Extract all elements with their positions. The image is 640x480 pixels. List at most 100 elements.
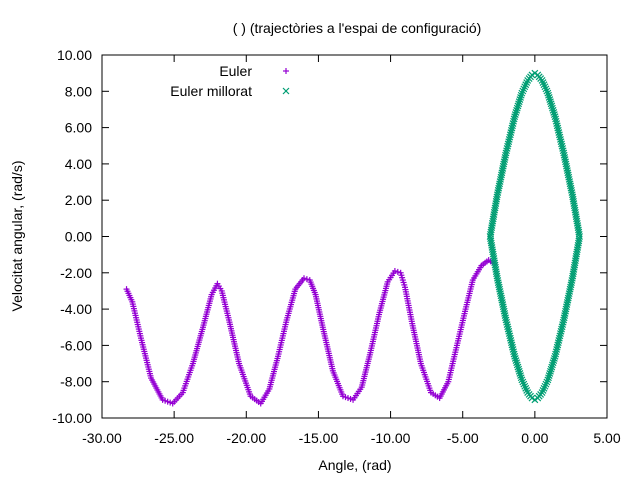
trajectory-marker [549,361,556,369]
trajectory-marker [541,382,549,390]
trajectory-marker [550,355,558,362]
data-point [511,113,519,121]
y-tick-label: 8.00 [65,83,92,99]
trajectory-marker [545,93,553,101]
trajectory-marker [548,102,556,110]
y-axis-title: Velocitat angular, (rad/s) [9,161,25,312]
y-tick-label: 6.00 [65,120,92,136]
x-tick-label: -10.00 [371,430,411,446]
legend-label-euler-millorat: Euler millorat [170,83,252,99]
x-tick-label: -20.00 [226,430,266,446]
trajectory-marker [516,96,524,103]
trajectory-marker [512,357,520,365]
trajectory-marker [543,378,551,386]
data-point [518,89,526,97]
data-point [391,267,398,274]
trajectory-marker [303,276,310,283]
trajectory-marker [394,268,401,275]
trajectory-marker [550,108,558,116]
trajectory-marker [515,367,523,375]
y-tick-label: -6.00 [60,337,92,353]
trajectory-marker [550,357,558,365]
y-tick-label: -4.00 [60,301,92,317]
series-euler [123,257,498,407]
trajectory-marker [522,384,530,392]
trajectory-marker [542,85,550,93]
data-point [544,89,552,97]
series-euler-millorat [486,69,584,404]
trajectory-marker [519,87,527,95]
trajectory-marker [521,382,529,390]
trajectory-marker [547,365,555,373]
trajectory-marker [549,359,557,367]
y-tick-label: -10.00 [52,410,92,426]
data-point [551,352,559,360]
x-axis: -30.00 -25.00 -20.00 -15.00 -10.00 -5.00 0.00 5… [82,55,621,446]
trajectory-marker [523,387,531,394]
trajectory-marker [515,98,523,106]
trajectory-marker [513,106,521,114]
trajectory-marker [549,104,556,112]
x-tick-label: 0.00 [521,430,548,446]
y-tick-label: -2.00 [60,265,92,281]
trajectory-marker [519,378,527,386]
trajectory-marker [523,79,531,86]
trajectory-marker [513,359,521,367]
trajectory-marker [541,83,549,91]
trajectory-marker [516,370,524,377]
y-tick-label: 2.00 [65,192,92,208]
x-tick-label: -5.00 [447,430,479,446]
trajectory-marker [545,91,552,99]
trajectory-marker [511,111,519,118]
data-point [486,233,494,240]
trajectory-marker [517,372,524,380]
x-tick-label: -15.00 [299,430,339,446]
data-point [538,76,546,84]
trajectory-marker [520,380,528,388]
trajectory-marker [545,372,553,380]
trajectory-marker [517,374,525,382]
legend-marker-euler [283,68,289,74]
plot-frame [101,54,608,419]
trajectory-marker [549,106,557,114]
trajectory-marker [522,81,530,89]
legend-marker-euler-millorat [282,87,290,95]
trajectory-marker [520,85,528,93]
y-tick-label: 10.00 [57,47,92,63]
y-axis: -10.00 -8.00 -6.00 -4.00 -2.00 0.00 2.00 4.00 6.… [52,47,607,426]
data-point [301,275,307,282]
trajectory-marker [514,363,522,371]
series-layer [123,69,584,407]
x-tick-label: -30.00 [82,430,122,446]
trajectory-marker [539,387,547,394]
trajectory-marker [515,100,523,108]
trajectory-marker [540,384,548,392]
chart-title: ( ) (trajectòries a l'espai de configura… [233,20,482,36]
trajectory-marker [540,81,548,89]
trajectory-marker [547,100,555,108]
x-tick-label: 5.00 [593,430,620,446]
trajectory-marker [547,98,554,106]
x-axis-title: Angle, (rad) [318,457,391,473]
trajectory-marker [513,361,521,369]
trajectory-marker [548,363,556,371]
trajectory-marker [542,380,550,388]
trajectory-marker [546,370,554,377]
trajectory-marker [543,87,551,95]
trajectory-marker [515,365,523,373]
trajectory-marker [545,374,552,382]
trajectory-marker [514,102,522,110]
y-tick-label: -8.00 [60,374,92,390]
trajectory-marker [539,79,547,86]
trajectory-marker [517,91,525,99]
x-tick-label: -25.00 [154,430,194,446]
trajectory-marker [546,96,554,103]
trajectory-marker [512,108,520,116]
data-point [544,376,552,384]
trajectory-marker [517,93,524,101]
trajectory-marker [547,367,554,375]
trajectory-marker [513,104,521,112]
data-point [524,389,532,397]
legend-label-euler: Euler [219,63,252,79]
trajectory-marker [521,83,529,91]
